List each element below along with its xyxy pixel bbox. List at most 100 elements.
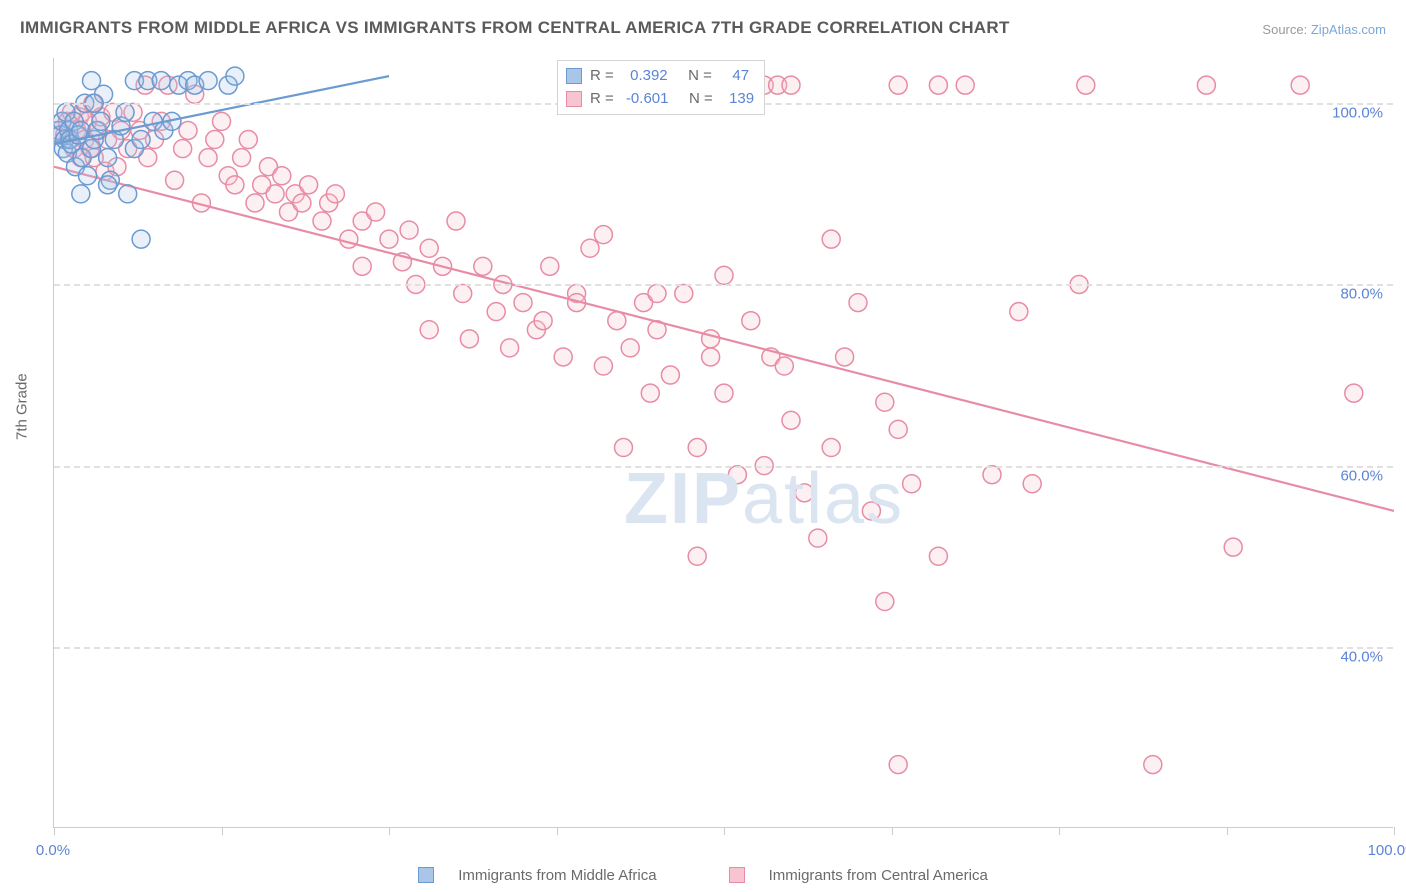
data-point [152, 72, 170, 90]
data-point [72, 185, 90, 203]
data-point [501, 339, 519, 357]
ytick-label: 80.0% [1340, 286, 1383, 303]
stat-r-value: 0.392 [626, 65, 668, 88]
xtick-label: 100.0% [1368, 842, 1406, 859]
data-point [889, 420, 907, 438]
data-point [903, 475, 921, 493]
ytick-label: 40.0% [1340, 648, 1383, 665]
data-point [541, 257, 559, 275]
data-point [534, 312, 552, 330]
data-point [661, 366, 679, 384]
data-point [594, 357, 612, 375]
y-axis-label: 7th Grade [14, 373, 31, 440]
xtick [892, 827, 893, 835]
legend-swatch [729, 867, 745, 883]
data-point [648, 285, 666, 303]
data-point [862, 502, 880, 520]
data-point [447, 212, 465, 230]
data-point [688, 547, 706, 565]
legend-swatch [566, 68, 582, 84]
data-point [266, 185, 284, 203]
data-point [581, 239, 599, 257]
gridline [54, 284, 1393, 286]
stat-n-label: N = [676, 65, 716, 88]
data-point [1010, 303, 1028, 321]
data-point [702, 348, 720, 366]
data-point [675, 285, 693, 303]
stats-row: R = -0.601 N = 139 [566, 88, 754, 111]
data-point [929, 547, 947, 565]
source-attribution: Source: ZipAtlas.com [1262, 22, 1386, 37]
data-point [313, 212, 331, 230]
stats-row: R = 0.392 N = 47 [566, 65, 754, 88]
stats-legend-box: R = 0.392 N = 47R = -0.601 N = 139 [557, 60, 765, 115]
data-point [273, 167, 291, 185]
data-point [621, 339, 639, 357]
data-point [554, 348, 572, 366]
data-point [293, 194, 311, 212]
data-point [199, 149, 217, 167]
stat-r-value: -0.601 [626, 88, 669, 111]
chart-container: IMMIGRANTS FROM MIDDLE AFRICA VS IMMIGRA… [0, 0, 1406, 892]
data-point [876, 393, 894, 411]
data-point [199, 72, 217, 90]
stat-r-label: R = [590, 65, 618, 88]
data-point [782, 411, 800, 429]
data-point [119, 185, 137, 203]
stat-n-label: N = [676, 88, 716, 111]
data-point [594, 226, 612, 244]
data-point [822, 439, 840, 457]
xtick [389, 827, 390, 835]
data-point [728, 466, 746, 484]
data-point [715, 266, 733, 284]
data-point [983, 466, 1001, 484]
xtick [54, 827, 55, 835]
data-point [1345, 384, 1363, 402]
data-point [460, 330, 478, 348]
data-point [1077, 76, 1095, 94]
data-point [836, 348, 854, 366]
data-point [99, 176, 117, 194]
data-point [233, 149, 251, 167]
stat-r-label: R = [590, 88, 618, 111]
xtick [222, 827, 223, 835]
data-point [420, 239, 438, 257]
data-point [715, 384, 733, 402]
data-point [742, 312, 760, 330]
data-point [300, 176, 318, 194]
xtick [1059, 827, 1060, 835]
ytick-label: 60.0% [1340, 467, 1383, 484]
gridline [54, 647, 1393, 649]
legend-swatch [418, 867, 434, 883]
data-point [809, 529, 827, 547]
legend-bottom: Immigrants from Middle AfricaImmigrants … [0, 867, 1406, 884]
data-point [132, 131, 150, 149]
stat-n-value: 139 [725, 88, 754, 111]
data-point [340, 230, 358, 248]
data-point [246, 194, 264, 212]
data-point [226, 176, 244, 194]
data-point [92, 112, 110, 130]
data-point [206, 131, 224, 149]
ytick-label: 100.0% [1332, 105, 1383, 122]
data-point [226, 67, 244, 85]
data-point [822, 230, 840, 248]
data-point [889, 756, 907, 774]
xtick [1394, 827, 1395, 835]
data-point [116, 103, 134, 121]
data-point [615, 439, 633, 457]
legend-label: Immigrants from Central America [769, 867, 988, 884]
xtick [557, 827, 558, 835]
data-point [876, 593, 894, 611]
data-point [179, 121, 197, 139]
data-point [1224, 538, 1242, 556]
data-point [795, 484, 813, 502]
data-point [641, 384, 659, 402]
source-link[interactable]: ZipAtlas.com [1311, 22, 1386, 37]
data-point [487, 303, 505, 321]
data-point [514, 294, 532, 312]
legend-swatch [566, 91, 582, 107]
data-point [420, 321, 438, 339]
data-point [239, 131, 257, 149]
stat-n-value: 47 [724, 65, 749, 88]
